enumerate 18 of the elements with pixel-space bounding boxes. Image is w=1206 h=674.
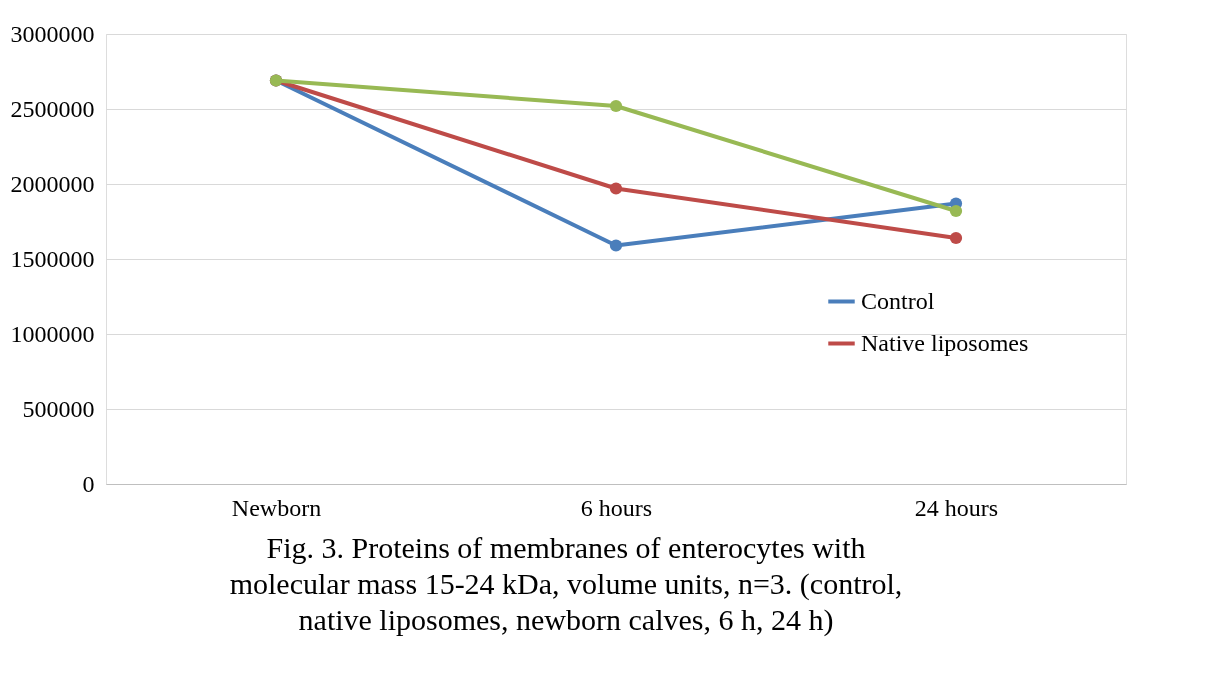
legend-label: Control	[861, 287, 935, 314]
y-tick-label: 2000000	[10, 170, 95, 197]
point	[609, 182, 623, 195]
caption: Fig. 3. Proteins of membranes of enterocytes with molecular mass 15-24 kDa, volume units, n=3. (control, native liposomes, newborn calves, 6 h, 24 h)	[229, 531, 903, 637]
x-tick-label: 24 hours	[914, 494, 999, 521]
y-tick-label: 3000000	[10, 20, 95, 47]
legend-label: Native liposomes	[861, 329, 1029, 356]
point	[609, 99, 623, 113]
y-tick-label: 0	[82, 470, 95, 497]
point	[609, 239, 623, 252]
y-tick-label: 2500000	[10, 95, 95, 122]
x-tick-label: 6 hours	[580, 494, 653, 521]
y-tick-label: 1000000	[10, 320, 95, 347]
y-tick-label: 500000	[22, 395, 95, 422]
y-tick-label: 1500000	[10, 245, 95, 272]
x-tick-label: Newborn	[231, 494, 322, 521]
point	[949, 204, 963, 218]
point	[949, 231, 963, 245]
